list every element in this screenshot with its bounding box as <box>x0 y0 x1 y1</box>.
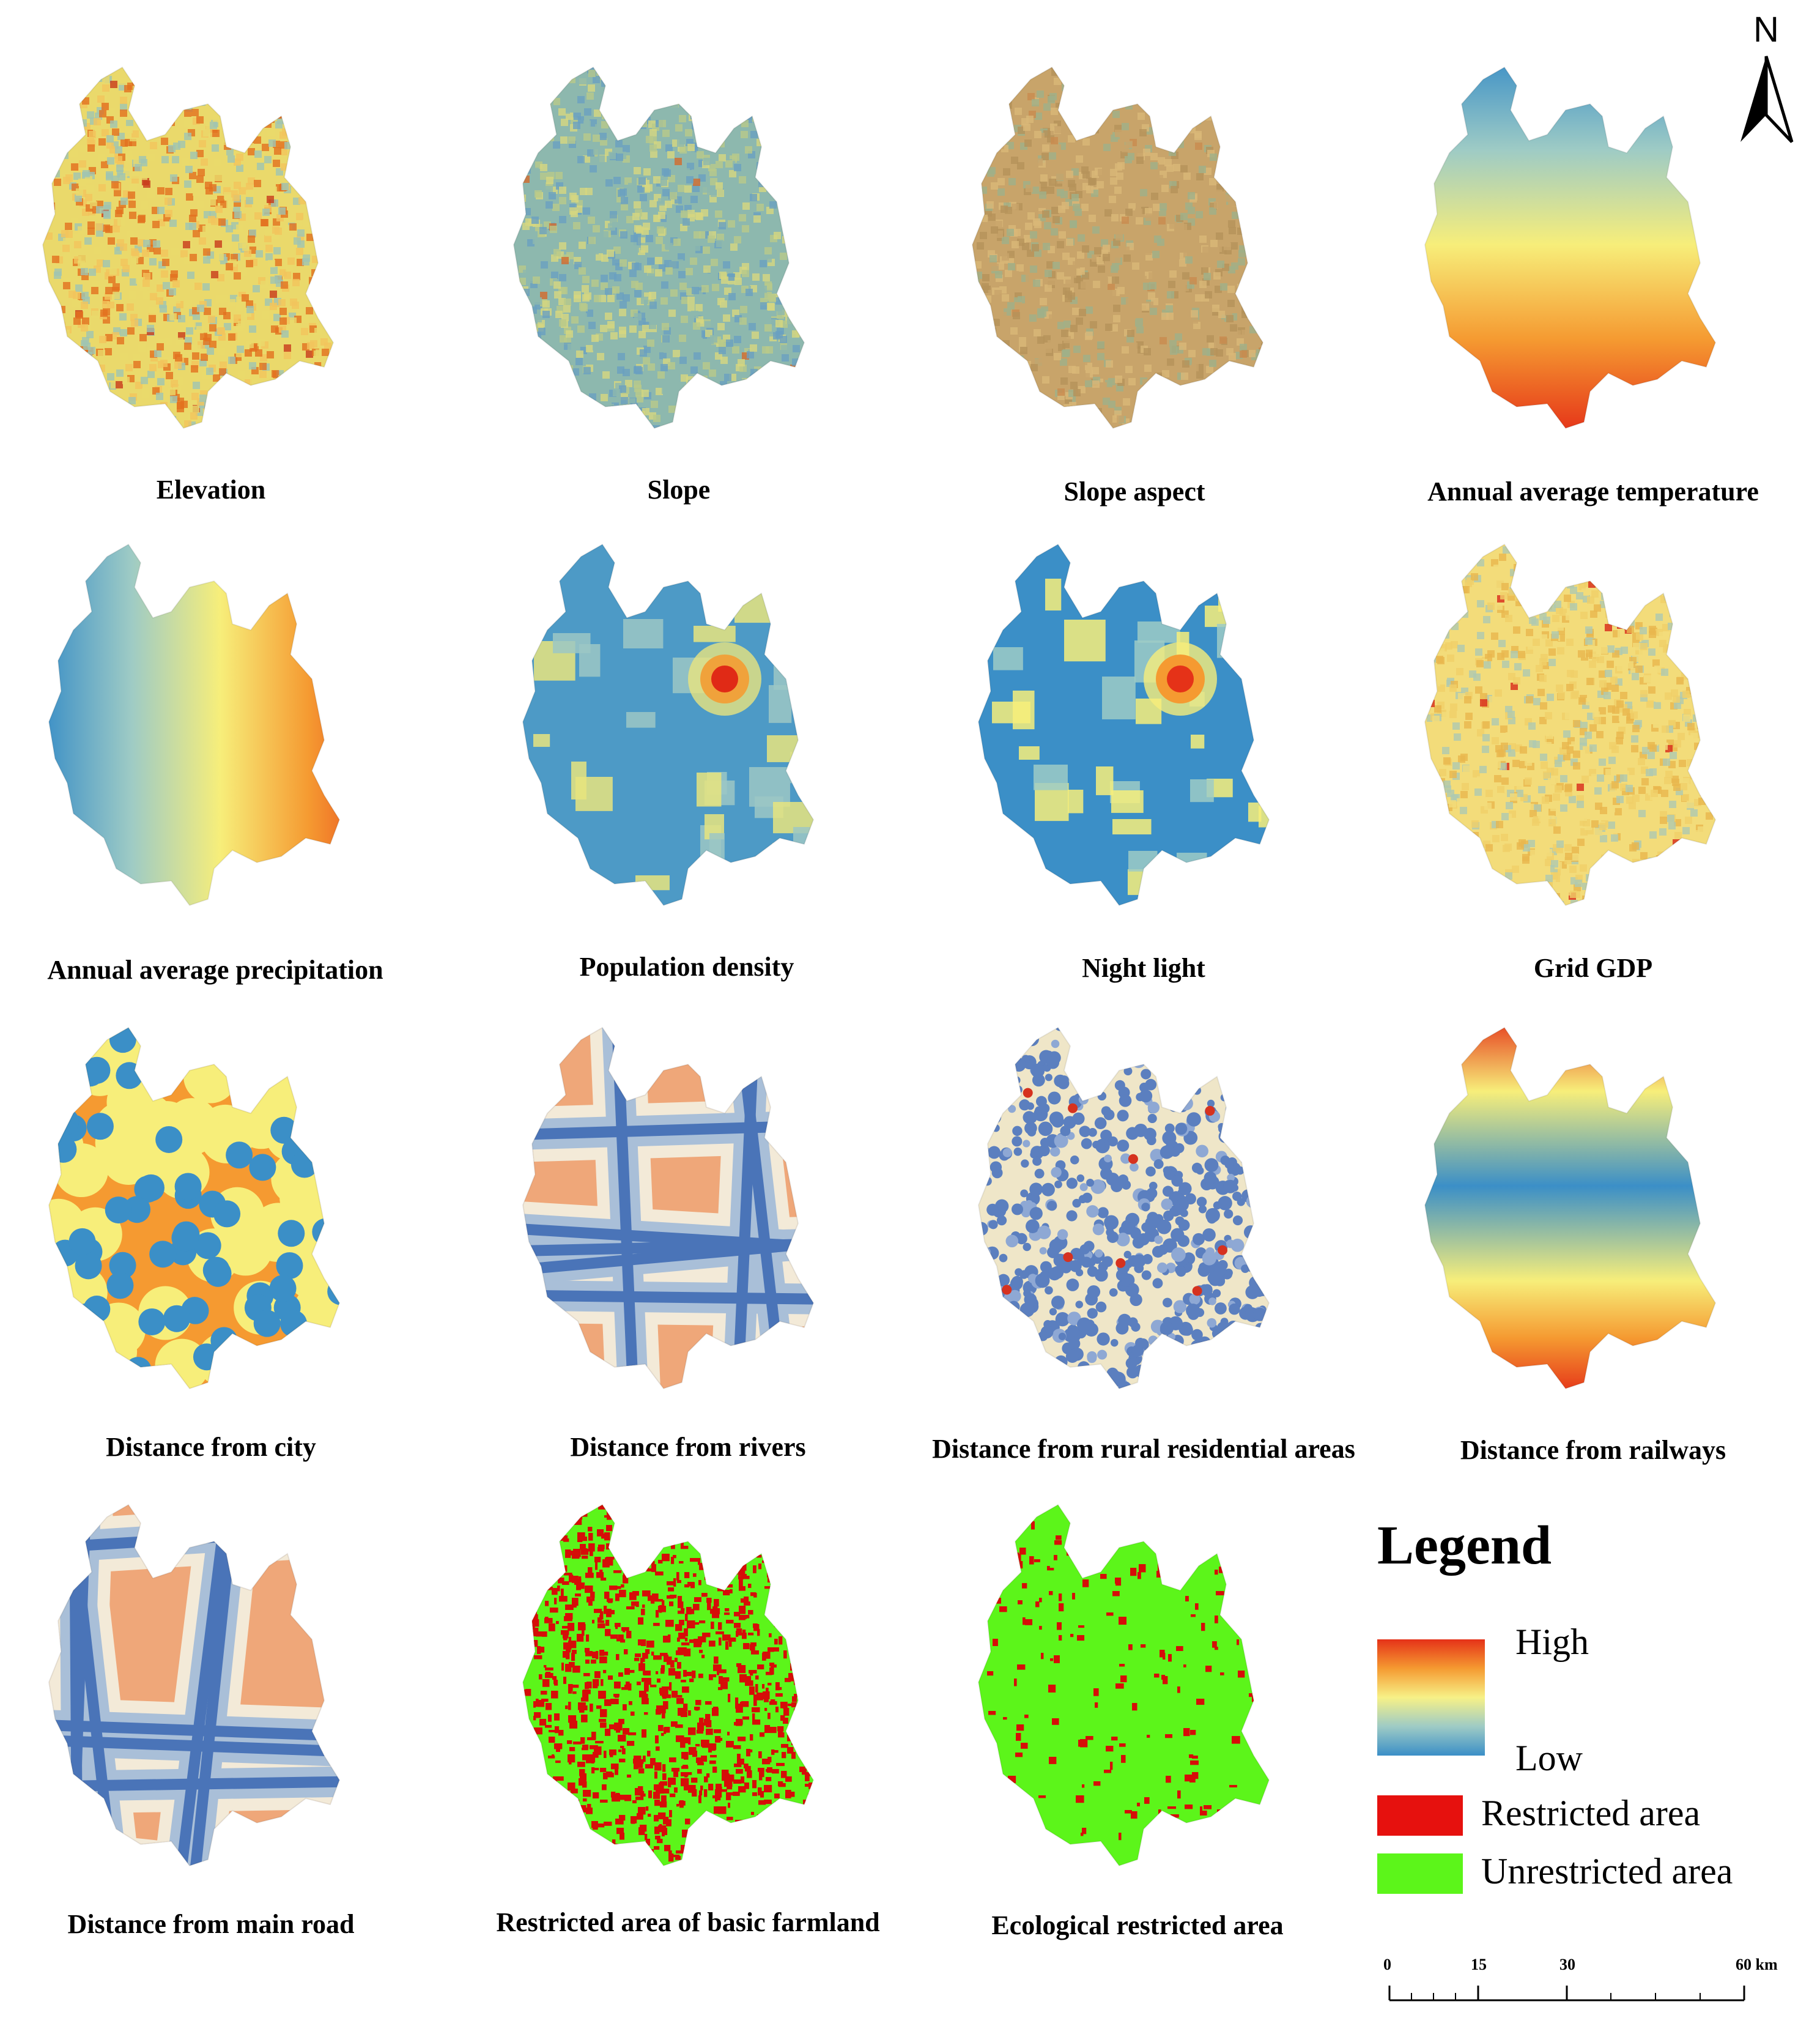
caption-distance-from-rural-residential-areas: Distance from rural residential areas <box>932 1434 1355 1464</box>
north-arrow-label: N <box>1753 12 1779 50</box>
caption-slope: Slope <box>647 475 711 505</box>
map-ecological-restricted-area <box>977 1504 1270 1867</box>
caption-distance-from-main-road: Distance from main road <box>67 1909 355 1939</box>
map-annual-average-temperature <box>1424 66 1717 429</box>
map-elevation <box>42 66 335 429</box>
map-distance-from-rivers <box>522 1026 815 1390</box>
scale-tick-60km: 60 km <box>1736 1956 1778 1973</box>
caption-elevation: Elevation <box>156 475 266 505</box>
scale-tick-0: 0 <box>1383 1956 1391 1973</box>
caption-slope-aspect: Slope aspect <box>1064 477 1205 506</box>
map-distance-from-rural-residential-areas <box>977 1026 1270 1390</box>
caption-annual-average-precipitation: Annual average precipitation <box>47 955 383 985</box>
map-population-density <box>522 543 815 907</box>
caption-ecological-restricted-area: Ecological restricted area <box>991 1910 1284 1940</box>
map-distance-from-city <box>48 1026 341 1390</box>
legend-restricted-label: Restricted area <box>1481 1793 1701 1833</box>
caption-distance-from-rivers: Distance from rivers <box>570 1432 806 1462</box>
map-slope <box>512 66 805 429</box>
caption-distance-from-railways: Distance from railways <box>1460 1435 1726 1465</box>
scale-bar <box>1388 1986 1745 2001</box>
north-arrow: N <box>1740 12 1794 143</box>
legend-high-label: High <box>1515 1622 1589 1662</box>
caption-night-light: Night light <box>1082 953 1205 983</box>
legend-color-ramp <box>1377 1639 1485 1756</box>
map-distance-from-main-road <box>48 1504 341 1867</box>
caption-grid-gdp: Grid GDP <box>1533 953 1653 983</box>
scale-tick-15: 15 <box>1471 1956 1487 1973</box>
map-grid-gdp <box>1424 543 1717 907</box>
map-distance-from-railways <box>1424 1026 1717 1390</box>
legend-unrestricted-label: Unrestricted area <box>1481 1851 1733 1891</box>
map-restricted-area-of-basic-farmland <box>522 1504 815 1867</box>
legend-title: Legend <box>1377 1515 1552 1576</box>
caption-annual-average-temperature: Annual average temperature <box>1427 477 1759 506</box>
legend-low-label: Low <box>1515 1738 1583 1778</box>
map-annual-average-precipitation <box>48 543 341 907</box>
caption-restricted-area-of-basic-farmland: Restricted area of basic farmland <box>496 1907 880 1937</box>
legend-unrestricted-swatch <box>1377 1853 1463 1894</box>
map-slope-aspect <box>971 66 1264 429</box>
scale-tick-30: 30 <box>1559 1956 1575 1973</box>
legend-restricted-swatch <box>1377 1795 1463 1836</box>
caption-population-density: Population density <box>579 952 794 982</box>
caption-distance-from-city: Distance from city <box>106 1432 316 1462</box>
map-night-light <box>977 543 1270 907</box>
